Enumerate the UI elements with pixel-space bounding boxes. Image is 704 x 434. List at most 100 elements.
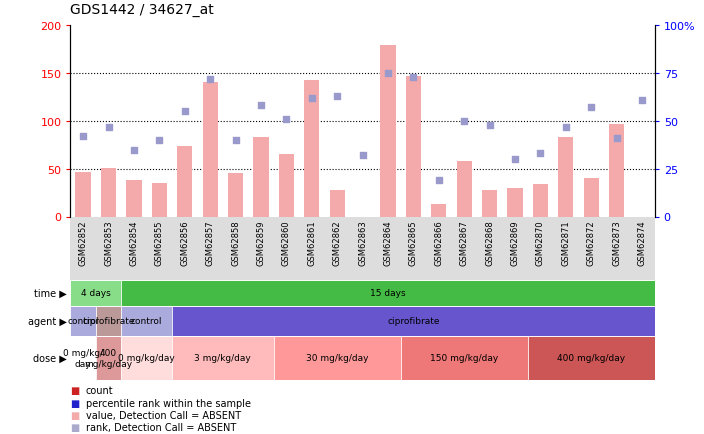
Bar (380, 46, 396, 217)
Point (306, 95, 318, 102)
Text: ■: ■ (70, 386, 80, 395)
Point (204, 76, 215, 83)
Text: 3 mg/kg/day: 3 mg/kg/day (194, 354, 251, 362)
Bar (528, 336, 655, 380)
Text: GSM62868: GSM62868 (485, 220, 494, 266)
Bar (253, 138, 268, 217)
Text: 0 mg/kg/day: 0 mg/kg/day (118, 354, 175, 362)
Text: control: control (68, 317, 99, 326)
Text: GSM62863: GSM62863 (358, 220, 367, 266)
Point (560, 124, 572, 131)
Point (128, 147, 139, 154)
Text: GDS1442 / 34627_at: GDS1442 / 34627_at (70, 3, 214, 17)
Bar (533, 184, 548, 217)
Text: GSM62856: GSM62856 (180, 220, 189, 266)
Bar (126, 181, 142, 217)
Text: GSM62864: GSM62864 (384, 220, 392, 266)
Text: 400
mg/kg/day: 400 mg/kg/day (84, 349, 132, 368)
Point (510, 156, 521, 163)
Bar (96, 336, 121, 380)
Text: 150 mg/kg/day: 150 mg/kg/day (430, 354, 498, 362)
Text: ciprofibrate: ciprofibrate (387, 317, 439, 326)
Bar (329, 190, 345, 217)
Text: 30 mg/kg/day: 30 mg/kg/day (306, 354, 368, 362)
Text: GSM62865: GSM62865 (409, 220, 418, 266)
Bar (177, 146, 192, 217)
Bar (228, 174, 243, 217)
Text: GSM62873: GSM62873 (612, 220, 621, 266)
Text: GSM62859: GSM62859 (256, 220, 265, 266)
Point (153, 137, 165, 144)
Bar (304, 80, 320, 217)
Point (357, 152, 368, 159)
Text: GSM62854: GSM62854 (130, 220, 139, 266)
Text: ■: ■ (70, 398, 80, 408)
Text: GSM62860: GSM62860 (282, 220, 291, 266)
Point (458, 118, 470, 125)
Bar (121, 306, 172, 336)
Bar (203, 82, 218, 217)
Text: GSM62862: GSM62862 (333, 220, 341, 266)
Text: ■: ■ (70, 422, 80, 432)
Text: control: control (131, 317, 163, 326)
Point (382, 70, 394, 77)
Bar (70, 336, 96, 380)
Point (611, 135, 622, 142)
Bar (406, 77, 421, 217)
Text: GSM62853: GSM62853 (104, 220, 113, 266)
Bar (457, 161, 472, 217)
Point (103, 124, 114, 131)
Text: GSM62866: GSM62866 (434, 220, 444, 266)
Text: GSM62869: GSM62869 (510, 220, 520, 266)
Text: GSM62858: GSM62858 (231, 220, 240, 266)
Text: GSM62852: GSM62852 (79, 220, 87, 266)
Bar (609, 125, 624, 217)
Text: 15 days: 15 days (370, 289, 406, 297)
Bar (558, 138, 574, 217)
Point (586, 105, 597, 112)
Point (332, 93, 343, 100)
Bar (121, 336, 172, 380)
Bar (508, 188, 522, 217)
Text: rank, Detection Call = ABSENT: rank, Detection Call = ABSENT (86, 422, 236, 432)
Text: GSM62857: GSM62857 (206, 220, 215, 266)
Text: agent ▶: agent ▶ (28, 316, 67, 326)
Bar (172, 336, 274, 380)
Text: ciprofibrate: ciprofibrate (82, 317, 134, 326)
Point (408, 74, 419, 81)
Point (535, 151, 546, 158)
Text: 4 days: 4 days (81, 289, 111, 297)
Point (484, 122, 495, 129)
Text: GSM62872: GSM62872 (586, 220, 596, 266)
Text: GSM62867: GSM62867 (460, 220, 469, 266)
Text: ■: ■ (70, 410, 80, 420)
Bar (401, 336, 528, 380)
Bar (70, 306, 96, 336)
Bar (151, 184, 167, 217)
Bar (279, 155, 294, 217)
Text: GSM62874: GSM62874 (638, 220, 646, 266)
Text: GSM62855: GSM62855 (155, 220, 164, 266)
Point (256, 103, 267, 110)
Point (230, 137, 241, 144)
Text: GSM62861: GSM62861 (307, 220, 316, 266)
Bar (274, 336, 401, 380)
Point (433, 177, 444, 184)
Text: dose ▶: dose ▶ (33, 353, 67, 363)
Text: percentile rank within the sample: percentile rank within the sample (86, 398, 251, 408)
Bar (431, 204, 446, 217)
Text: GSM62870: GSM62870 (536, 220, 545, 266)
Bar (584, 179, 599, 217)
Bar (75, 172, 91, 217)
Text: value, Detection Call = ABSENT: value, Detection Call = ABSENT (86, 410, 241, 420)
Point (77, 133, 89, 140)
Bar (172, 306, 655, 336)
Point (281, 116, 292, 123)
Bar (101, 168, 116, 217)
Point (636, 97, 648, 104)
Bar (96, 306, 121, 336)
Text: 0 mg/kg/
day: 0 mg/kg/ day (63, 349, 103, 368)
Text: GSM62871: GSM62871 (561, 220, 570, 266)
Bar (482, 190, 497, 217)
Text: time ▶: time ▶ (34, 288, 67, 298)
